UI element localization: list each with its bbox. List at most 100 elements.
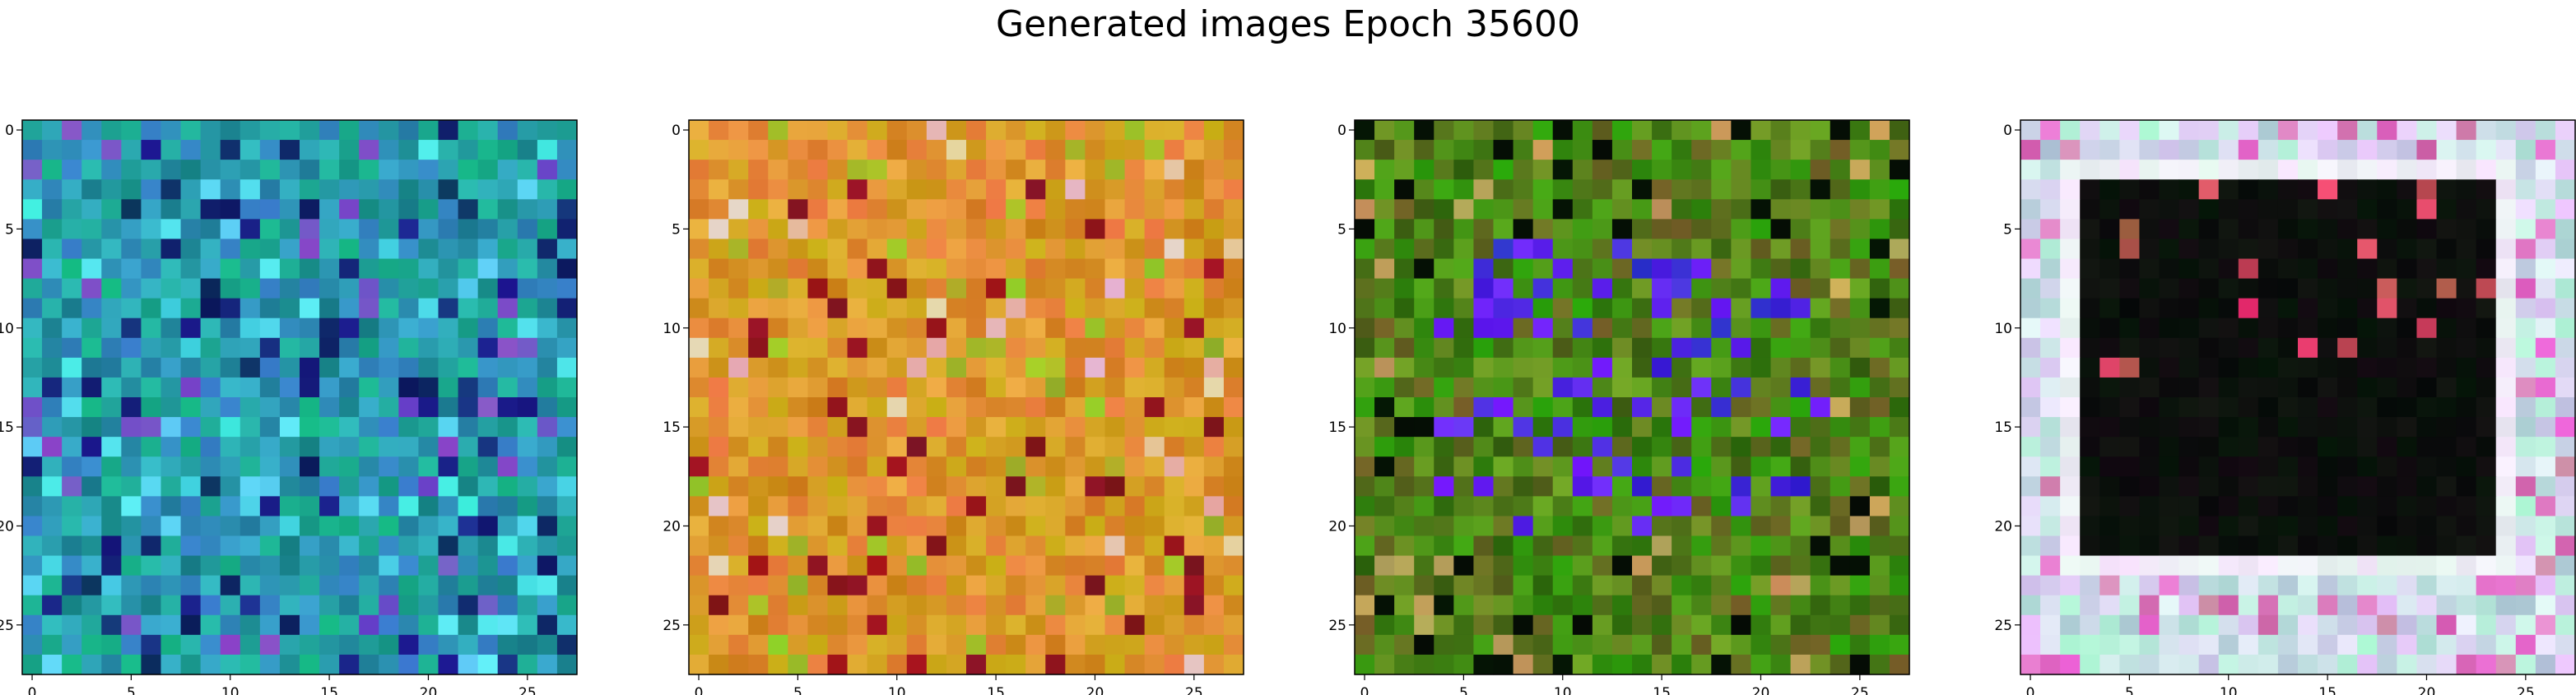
- image-pixel: [728, 357, 749, 378]
- image-pixel: [339, 437, 360, 457]
- image-pixel: [709, 298, 729, 319]
- image-pixel: [458, 496, 479, 517]
- image-pixel: [359, 614, 379, 636]
- image-pixel: [2020, 654, 2041, 675]
- image-pixel: [300, 575, 320, 596]
- image-pixel: [2298, 298, 2318, 319]
- image-pixel: [22, 140, 43, 160]
- image-pixel: [62, 654, 82, 675]
- image-pixel: [1493, 120, 1514, 141]
- image-pixel: [788, 160, 809, 180]
- image-pixel: [2060, 219, 2081, 240]
- image-pixel: [1672, 614, 1692, 636]
- image-pixel: [886, 555, 908, 577]
- image-pixel: [1355, 437, 1375, 457]
- image-pixel: [101, 160, 122, 180]
- image-pixel: [867, 377, 888, 398]
- image-pixel: [1770, 219, 1792, 240]
- image-pixel: [2476, 219, 2497, 240]
- image-pixel: [1355, 614, 1375, 636]
- image-pixel: [1085, 575, 1106, 596]
- image-pixel: [788, 634, 809, 656]
- image-pixel: [160, 496, 182, 517]
- image-pixel: [537, 239, 558, 260]
- image-pixel: [2139, 634, 2160, 656]
- x-tick-label: 25: [518, 685, 537, 695]
- image-pixel: [418, 179, 439, 200]
- image-pixel: [788, 595, 809, 616]
- image-pixel: [2377, 337, 2397, 359]
- image-pixel: [300, 397, 320, 418]
- image-pixel: [689, 535, 709, 557]
- image-pixel: [1493, 614, 1514, 636]
- y-tick-label: 5: [1337, 221, 1346, 238]
- image-pixel: [709, 555, 729, 577]
- image-pixel: [2436, 258, 2457, 280]
- image-pixel: [1493, 258, 1514, 280]
- y-tick-label: 10: [1328, 321, 1346, 337]
- image-pixel: [1374, 357, 1395, 378]
- image-pixel: [1104, 199, 1126, 220]
- image-pixel: [2416, 555, 2438, 577]
- image-pixel: [2040, 298, 2061, 319]
- image-pixel: [1414, 357, 1434, 378]
- image-pixel: [2060, 496, 2081, 517]
- image-pixel: [2555, 258, 2576, 280]
- image-pixel: [2277, 476, 2299, 497]
- image-pixel: [2080, 377, 2100, 398]
- image-pixel: [1473, 278, 1495, 299]
- image-pixel: [1810, 298, 1831, 319]
- image-pixel: [2318, 377, 2338, 398]
- image-pixel: [2397, 199, 2418, 220]
- image-pixel: [2040, 614, 2061, 636]
- y-tick-label: 25: [1994, 618, 2012, 634]
- image-pixel: [1104, 160, 1126, 180]
- image-pixel: [1691, 654, 1712, 675]
- image-pixel: [807, 575, 829, 596]
- image-pixel: [458, 535, 479, 557]
- image-pixel: [1355, 377, 1375, 398]
- image-pixel: [1104, 535, 1126, 557]
- image-pixel: [2476, 239, 2497, 260]
- image-pixel: [141, 654, 162, 675]
- image-pixel: [101, 317, 122, 339]
- image-pixel: [1672, 496, 1692, 517]
- image-pixel: [768, 317, 788, 339]
- image-pixel: [2416, 298, 2438, 319]
- image-pixel: [2436, 575, 2457, 596]
- image-pixel: [1731, 595, 1752, 616]
- image-pixel: [2238, 476, 2259, 497]
- image-pixel: [42, 614, 63, 636]
- image-pixel: [1223, 575, 1244, 596]
- image-pixel: [2159, 179, 2180, 200]
- image-pixel: [160, 278, 182, 299]
- image-pixel: [2515, 337, 2536, 359]
- image-pixel: [1374, 614, 1395, 636]
- image-pixel: [1183, 239, 1205, 260]
- image-pixel: [537, 357, 558, 378]
- image-pixel: [986, 239, 1007, 260]
- image-pixel: [2555, 317, 2576, 339]
- image-pixel: [379, 377, 399, 398]
- image-pixel: [1790, 199, 1811, 220]
- image-pixel: [2357, 595, 2378, 616]
- image-pixel: [966, 516, 987, 537]
- image-pixel: [867, 140, 888, 160]
- image-pixel: [1711, 337, 1732, 359]
- image-pixel: [1889, 397, 1910, 418]
- image-pixel: [1183, 417, 1205, 438]
- image-pixel: [2020, 357, 2041, 378]
- image-pixel: [458, 239, 479, 260]
- image-pixel: [1869, 397, 1890, 418]
- image-pixel: [279, 456, 300, 477]
- image-pixel: [2476, 456, 2497, 477]
- image-pixel: [1394, 654, 1415, 675]
- image-pixel: [1355, 516, 1375, 537]
- image-pixel: [517, 516, 538, 537]
- image-pixel: [1203, 575, 1225, 596]
- image-pixel: [398, 337, 420, 359]
- image-pixel: [1632, 654, 1653, 675]
- image-pixel: [1652, 317, 1672, 339]
- image-pixel: [788, 357, 809, 378]
- image-pixel: [827, 357, 849, 378]
